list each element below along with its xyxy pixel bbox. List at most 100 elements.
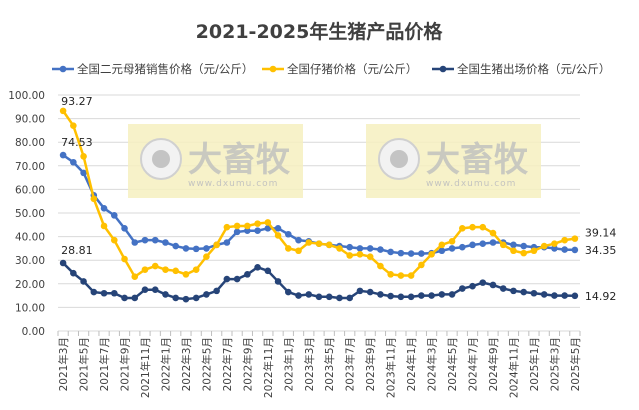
data-point — [407, 293, 415, 301]
data-point — [141, 286, 149, 294]
legend-marker — [59, 65, 67, 73]
data-point — [571, 246, 579, 254]
data-point — [223, 223, 231, 231]
y-tick-label: 50.00 — [15, 208, 45, 220]
data-point — [70, 158, 77, 166]
data-point — [458, 243, 466, 251]
data-point — [203, 253, 210, 260]
x-tick-label: 2024年5月 — [446, 337, 459, 391]
x-tick-label: 2021年11月 — [139, 337, 152, 398]
y-tick-label: 0.00 — [22, 326, 45, 338]
x-tick-label: 2024年11月 — [507, 337, 520, 398]
data-point — [428, 251, 435, 258]
data-point — [233, 275, 241, 283]
data-point — [59, 259, 67, 267]
data-point — [479, 279, 487, 286]
legend-item: 全国生猪出场价格（元/公斤） — [432, 62, 610, 76]
y-tick-label: 30.00 — [15, 255, 45, 267]
data-point — [418, 292, 425, 299]
data-point — [479, 240, 487, 247]
data-point — [551, 245, 558, 252]
data-point — [448, 291, 456, 298]
data-point — [151, 236, 159, 244]
data-point — [510, 241, 517, 249]
data-point — [428, 292, 435, 299]
data-point — [366, 245, 374, 252]
data-point — [213, 287, 220, 295]
data-point — [336, 245, 343, 252]
data-point — [203, 291, 210, 298]
x-tick-label: 2023年9月 — [364, 337, 377, 391]
y-tick-label: 70.00 — [15, 161, 45, 173]
data-point — [141, 266, 149, 273]
y-tick-label: 20.00 — [15, 279, 45, 291]
watermark-url: www.dxumu.com — [188, 179, 278, 189]
first-value-label: 28.81 — [61, 244, 93, 257]
data-point — [407, 250, 415, 257]
first-value-label: 93.27 — [61, 95, 93, 108]
data-point — [121, 225, 128, 232]
data-point — [377, 262, 384, 270]
data-point — [223, 275, 231, 283]
x-tick-label: 2023年7月 — [344, 337, 357, 391]
data-point — [141, 236, 149, 244]
data-point — [254, 227, 261, 234]
series-2 — [59, 259, 579, 303]
data-point — [131, 273, 139, 281]
last-value-label: 39.14 — [585, 227, 617, 240]
data-point — [162, 291, 169, 298]
data-point — [151, 262, 159, 270]
data-point — [223, 239, 231, 246]
data-point — [469, 241, 476, 249]
y-tick-label: 80.00 — [15, 137, 45, 149]
data-point — [315, 293, 323, 301]
data-point — [295, 292, 302, 299]
data-point — [561, 246, 568, 253]
first-value-label: 74.53 — [61, 136, 93, 149]
data-point — [438, 247, 446, 255]
x-tick-label: 2023年11月 — [385, 337, 398, 398]
data-point — [448, 238, 456, 245]
data-point — [295, 247, 302, 255]
data-point — [571, 292, 579, 300]
data-point — [489, 281, 497, 289]
data-point — [254, 263, 261, 271]
y-tick-label: 40.00 — [15, 232, 45, 244]
x-tick-label: 2024年7月 — [467, 337, 480, 391]
data-point — [407, 272, 415, 279]
data-point — [295, 236, 302, 244]
watermark-brand: 大畜牧 — [188, 140, 291, 180]
data-point — [397, 293, 405, 301]
data-point — [274, 232, 282, 239]
data-point — [213, 241, 220, 249]
data-point — [151, 286, 159, 294]
data-point — [530, 247, 538, 255]
data-point — [489, 239, 497, 246]
data-point — [356, 251, 364, 258]
data-point — [90, 288, 98, 296]
data-point — [80, 278, 87, 285]
y-axis: 0.00 10.00 20.00 30.00 40.00 50.00 60.00 70.00 8… — [8, 90, 45, 338]
data-point — [80, 153, 87, 160]
data-point — [203, 245, 210, 252]
x-tick-label: 2022年5月 — [200, 337, 213, 391]
data-point — [80, 169, 87, 177]
legend: 全国二元母猪销售价格（元/公斤） 全国仔猪价格（元/公斤） 全国生猪出场价格（元/公… — [52, 62, 610, 76]
x-tick-label: 2022年1月 — [159, 337, 172, 391]
x-tick-label: 2023年5月 — [323, 337, 336, 391]
data-point — [366, 288, 374, 296]
x-tick-label: 2022年3月 — [180, 337, 193, 391]
x-tick-label: 2023年3月 — [303, 337, 316, 391]
data-point — [305, 239, 313, 246]
data-point — [100, 222, 108, 230]
data-point — [377, 246, 384, 253]
data-point — [571, 235, 579, 242]
data-point — [244, 222, 251, 230]
data-point — [110, 289, 118, 297]
legend-label: 全国仔猪价格（元/公斤） — [287, 62, 417, 76]
data-point — [336, 294, 343, 302]
data-point — [274, 278, 282, 285]
